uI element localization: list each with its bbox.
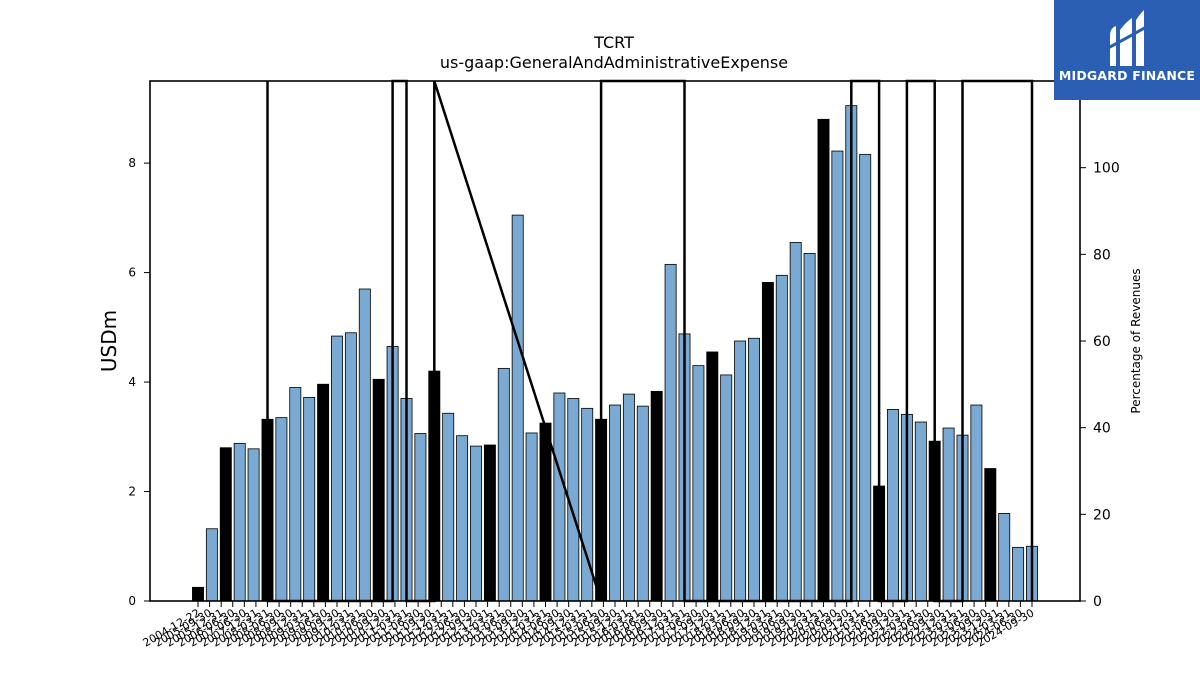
bar-quarterly	[275, 417, 288, 602]
bar-quarterly	[205, 528, 218, 602]
bar-quarterly	[303, 396, 316, 602]
bar-quarterly	[636, 405, 649, 602]
y2-tick-label: 40	[1093, 421, 1111, 437]
bar-annual	[761, 282, 774, 602]
y-tick-label: 6	[128, 266, 136, 280]
bar-quarterly	[789, 242, 802, 602]
bar-quarterly	[942, 427, 955, 602]
bar-quarterly	[470, 445, 482, 602]
bar-quarterly	[887, 409, 899, 602]
bar-quarterly	[859, 153, 872, 602]
y-tick-label: 8	[128, 156, 136, 170]
bar-quarterly	[609, 404, 621, 602]
y-tick-label: 4	[128, 375, 136, 389]
bar-quarterly	[525, 432, 538, 602]
bar-quarterly	[247, 448, 260, 602]
bar-annual	[192, 586, 204, 602]
bar-quarterly	[831, 150, 844, 602]
midgard-logo-icon	[1107, 10, 1149, 66]
bar-annual	[483, 444, 496, 602]
y-tick-label: 0	[128, 594, 136, 608]
bar-quarterly	[914, 421, 927, 602]
bar-quarterly	[664, 263, 677, 602]
y2-tick-label: 100	[1093, 161, 1120, 177]
bar-annual	[817, 118, 830, 602]
chart-subtitle: us-gaap:GeneralAndAdministrativeExpense	[440, 53, 788, 72]
bar-quarterly	[442, 412, 455, 602]
y2-axis-label: Percentage of Revenues	[1129, 268, 1143, 413]
y2-tick-label: 20	[1093, 507, 1111, 523]
bars-layer	[192, 105, 1038, 602]
y2-tick-label: 0	[1093, 594, 1102, 610]
y2-tick-label: 80	[1093, 247, 1111, 263]
bar-quarterly	[456, 435, 469, 602]
bar-quarterly	[553, 392, 566, 602]
bar-quarterly	[692, 365, 705, 602]
midgard-finance-logo[interactable]: MIDGARD FINANCE	[1054, 0, 1200, 100]
y2-tick-label: 60	[1093, 334, 1111, 350]
bar-quarterly	[511, 214, 524, 602]
bar-annual	[650, 390, 663, 602]
bar-quarterly	[734, 340, 747, 602]
bar-quarterly	[497, 367, 510, 602]
bar-quarterly	[233, 442, 246, 602]
bar-annual	[984, 468, 997, 602]
y-tick-label: 2	[128, 485, 136, 499]
x-tick-layer: 2004-12-222005-09-302005-12-312006-06-30…	[141, 601, 1037, 650]
bar-quarterly	[358, 288, 371, 602]
bar-quarterly	[803, 253, 816, 602]
bar-quarterly	[344, 332, 357, 602]
y-axis-label: USDm	[97, 310, 121, 372]
brand-name: MIDGARD FINANCE	[1058, 68, 1196, 83]
chart-title: TCRT	[593, 33, 634, 52]
bar-annual	[372, 378, 385, 602]
bar-quarterly	[1012, 546, 1025, 602]
bar-annual	[706, 351, 719, 602]
bar-annual	[539, 422, 552, 602]
bar-quarterly	[998, 513, 1011, 602]
bar-quarterly	[748, 337, 760, 602]
bar-quarterly	[289, 387, 302, 602]
bar-quarterly	[331, 335, 343, 602]
bar-annual	[317, 383, 330, 602]
bar-quarterly	[622, 393, 635, 602]
bar-quarterly	[414, 433, 427, 602]
bar-quarterly	[775, 274, 788, 602]
bar-annual	[219, 447, 232, 602]
bar-quarterly	[720, 374, 733, 602]
bar-quarterly	[970, 404, 983, 602]
